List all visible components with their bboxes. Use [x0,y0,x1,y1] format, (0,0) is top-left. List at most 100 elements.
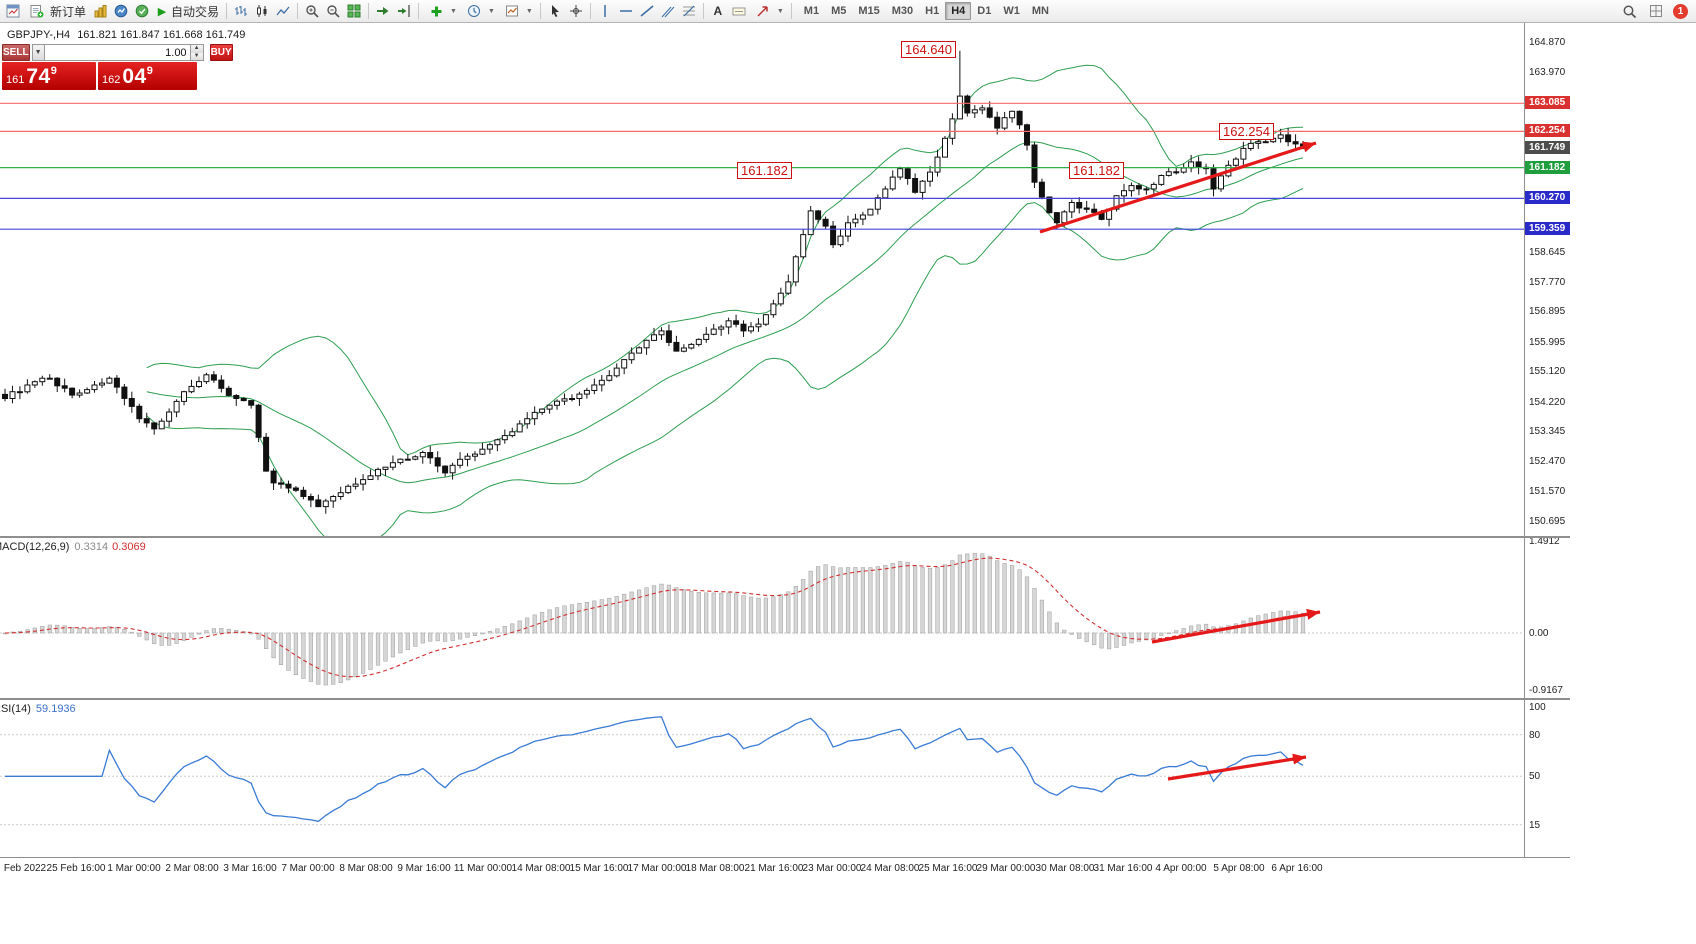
chart-shift-icon[interactable] [394,1,414,21]
timeframe-m30-button[interactable]: M30 [891,5,914,17]
price-annotation: 162.254 [1219,123,1274,140]
price-axis-tick: 164.870 [1529,37,1566,48]
terminal-icon[interactable] [132,1,152,21]
toolbar-separator [418,3,420,19]
rsi-pane[interactable]: RSI(14) 59.1936 100 80 50 15 [0,700,1570,857]
indicators-button[interactable]: ▼ [423,1,460,21]
pane-separator[interactable] [0,698,1570,700]
spinner-down-icon[interactable]: ▼ [190,52,203,60]
text-label-tool-icon[interactable] [729,1,749,21]
time-axis-label: 8 Mar 08:00 [339,863,393,874]
play-icon: ▶ [157,5,167,18]
horizontal-line-tool-icon[interactable] [616,1,636,21]
time-axis-label: 11 Mar 00:00 [453,863,513,874]
timeframe-m1-button[interactable]: M1 [803,5,820,17]
price-chart-canvas [0,50,1524,536]
market-watch-icon[interactable] [111,1,131,21]
template-icon [502,1,522,21]
rsi-name: RSI(14) [0,703,31,715]
price-axis-tick: 150.695 [1529,516,1566,527]
one-click-trading-panel: SELL ▼ ▲▼ BUY 161 74 9 162 04 9 [2,44,233,90]
time-axis-label: 15 Mar 16:00 [569,863,629,874]
channel-tool-icon[interactable] [658,1,678,21]
timeframe-w1-button[interactable]: W1 [1003,5,1020,17]
line-chart-icon[interactable] [273,1,293,21]
time-axis-label: 21 Mar 16:00 [744,863,804,874]
rsi-axis-label: 80 [1529,730,1541,741]
price-axis[interactable]: 164.870 163.970 158.645 157.770 156.895 155.9… [1524,23,1570,536]
time-axis-label: 5 Apr 08:00 [1213,863,1265,874]
macd-axis-label: 0.00 [1529,628,1549,639]
volume-preset-button[interactable]: ▼ [31,44,45,61]
new-order-button[interactable]: 新订单 [24,1,89,21]
timeframe-h1-button[interactable]: H1 [925,5,940,17]
zoom-out-icon[interactable] [323,1,343,21]
bar-chart-icon[interactable] [231,1,251,21]
timeframe-d1-button[interactable]: D1 [977,5,992,17]
auto-scroll-icon[interactable] [373,1,393,21]
chevron-down-icon: ▼ [450,7,457,15]
price-pane[interactable]: GBPJPY-,H4 161.821 161.847 161.668 161.74… [0,23,1570,536]
search-icon[interactable] [1619,1,1639,21]
toolbar-separator [368,3,370,19]
toolbar-right-group: 1 [1619,1,1693,21]
vertical-line-tool-icon[interactable] [595,1,615,21]
price-annotation: 161.182 [1069,162,1124,179]
time-axis-label: 30 Mar 08:00 [1035,863,1095,874]
new-order-icon [27,1,47,21]
buy-price-display[interactable]: 162 04 9 [98,62,197,90]
timeframe-m5-button[interactable]: M5 [831,5,847,17]
candlestick-chart-icon[interactable] [252,1,272,21]
price-axis-tick: 163.970 [1529,67,1566,78]
fibonacci-tool-icon[interactable] [679,1,699,21]
symbol-info: GBPJPY-,H4 161.821 161.847 161.668 161.74… [7,29,245,41]
auto-trading-label: 自动交易 [171,4,220,19]
sell-price-display[interactable]: 161 74 9 [2,62,96,90]
rsi-axis[interactable]: 100 80 50 15 [1524,700,1570,857]
zoom-in-icon[interactable] [302,1,322,21]
rsi-axis-label: 50 [1529,771,1541,782]
timeframe-mn-button[interactable]: MN [1031,5,1049,17]
metaeditor-icon[interactable] [90,1,110,21]
notification-badge[interactable]: 1 [1673,3,1688,19]
buy-button[interactable]: BUY [209,44,233,61]
macd-main-value: 0.3314 [74,541,109,553]
clock-icon [464,1,484,21]
workspace-icon[interactable] [1646,1,1666,21]
spinner-up-icon[interactable]: ▲ [190,45,203,53]
toolbar-separator [589,3,591,19]
auto-trading-button[interactable]: ▶ 自动交易 [153,1,222,21]
arrows-tool-button[interactable]: ▼ [750,1,787,21]
cursor-icon[interactable] [545,1,565,21]
new-order-label: 新订单 [50,4,87,19]
trendline-tool-icon[interactable] [637,1,657,21]
price-axis-tick: 156.895 [1529,306,1566,317]
price-axis-tick: 155.995 [1529,337,1566,348]
buy-price-prefix: 162 [102,74,121,86]
periods-button[interactable]: ▼ [461,1,498,21]
sell-button[interactable]: SELL [2,44,30,61]
rsi-value: 59.1936 [35,703,76,715]
volume-spinner[interactable]: ▲ ▼ [190,44,204,61]
volume-control: ▼ ▲▼ [31,44,204,61]
macd-axis[interactable]: 1.4912 0.00 -0.9167 [1524,538,1570,698]
sell-price-big: 74 [26,65,51,88]
price-axis-tick: 154.220 [1529,397,1566,408]
pane-separator[interactable] [0,536,1570,538]
time-axis[interactable]: Feb 2022 25 Feb 16:00 1 Mar 00:00 2 Mar 08:… [0,857,1570,879]
time-axis-label: 17 Mar 00:00 [627,863,687,874]
macd-pane[interactable]: MACD(12,26,9) 0.3314 0.3069 1.4912 0.00 -0.9… [0,538,1570,698]
macd-axis-label: 1.4912 [1529,538,1560,547]
volume-input[interactable] [44,44,191,61]
macd-chart-canvas [0,553,1524,686]
crosshair-icon[interactable] [566,1,586,21]
time-axis-label: 14 Mar 08:00 [511,863,571,874]
timeframe-h4-button[interactable]: H4 [945,2,972,20]
text-tool-icon[interactable]: A [713,4,723,18]
tile-windows-icon[interactable] [344,1,364,21]
time-axis-label: 18 Mar 08:00 [685,863,745,874]
timeframe-m15-button[interactable]: M15 [858,5,880,17]
add-indicator-icon [426,1,446,21]
templates-button[interactable]: ▼ [499,1,536,21]
chart-window-icon [3,1,23,21]
